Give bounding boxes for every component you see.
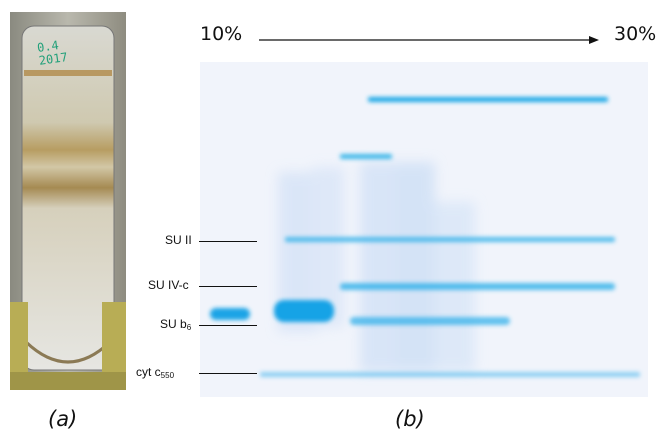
band-label-cyt-c550: cyt c550: [136, 365, 175, 380]
panel-b-caption: (b): [395, 407, 425, 431]
band-label-su-iv-c: SU IV-c: [148, 278, 189, 292]
gradient-end-label: 30%: [614, 23, 657, 45]
tube-photo: 0.4 2017: [10, 12, 126, 390]
gradient-start-label: 10%: [200, 23, 243, 45]
leader-line-su-ii: [199, 241, 257, 242]
leader-line-cyt-c550: [199, 373, 257, 374]
gel-image: [200, 62, 648, 397]
tube-handwriting: 0.4 2017: [36, 38, 68, 68]
gradient-arrow: [259, 35, 599, 45]
band-label-su-b6: SU b6: [160, 317, 192, 332]
leader-line-su-iv-c: [199, 286, 257, 287]
leader-line-su-b6: [199, 325, 257, 326]
band-label-su-ii: SU II: [165, 233, 192, 247]
panel-a-caption: (a): [48, 407, 78, 431]
